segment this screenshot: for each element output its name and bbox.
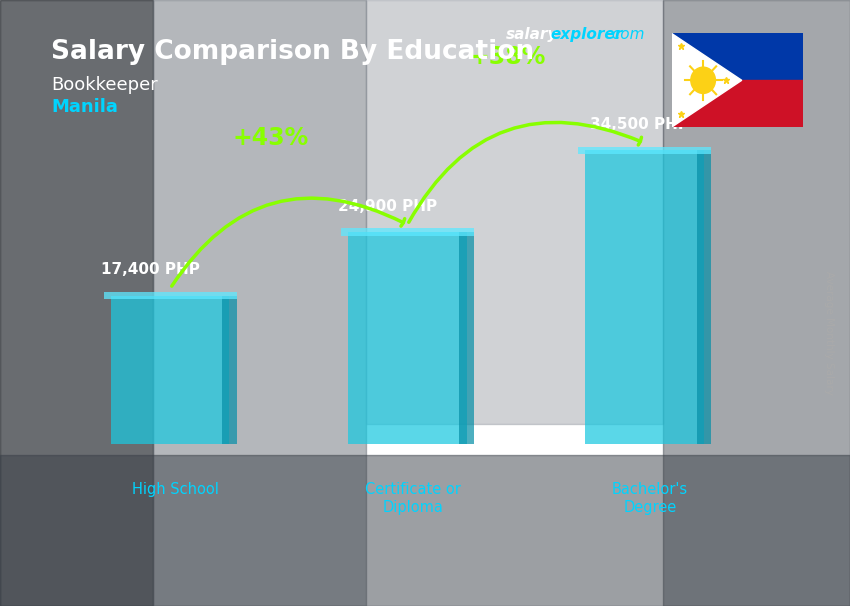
Bar bbox=[110, 296, 230, 444]
Text: Average Monthly Salary: Average Monthly Salary bbox=[824, 271, 834, 395]
Text: explorer: explorer bbox=[551, 27, 623, 42]
Bar bbox=[366, 0, 663, 424]
Bar bbox=[348, 232, 467, 444]
Polygon shape bbox=[672, 33, 742, 127]
Text: +38%: +38% bbox=[469, 45, 546, 68]
Text: Manila: Manila bbox=[51, 98, 118, 116]
Bar bbox=[222, 296, 237, 444]
Text: 24,900 PHP: 24,900 PHP bbox=[338, 199, 437, 214]
Bar bbox=[0, 454, 850, 606]
Text: 34,500 PHP: 34,500 PHP bbox=[590, 117, 689, 132]
Bar bbox=[459, 232, 474, 444]
Bar bbox=[663, 0, 850, 606]
Polygon shape bbox=[672, 33, 803, 80]
Bar bbox=[0, 0, 153, 606]
Text: Bachelor's
Degree: Bachelor's Degree bbox=[612, 482, 689, 514]
Text: +43%: +43% bbox=[232, 126, 309, 150]
Text: Certificate or
Diploma: Certificate or Diploma bbox=[365, 482, 461, 514]
Circle shape bbox=[691, 67, 716, 93]
Polygon shape bbox=[672, 80, 803, 127]
Text: Bookkeeper: Bookkeeper bbox=[51, 76, 158, 94]
Bar bbox=[696, 150, 711, 444]
Text: High School: High School bbox=[133, 482, 219, 498]
Bar bbox=[586, 150, 704, 444]
Text: .com: .com bbox=[607, 27, 644, 42]
Bar bbox=[153, 0, 366, 606]
Text: Salary Comparison By Education: Salary Comparison By Education bbox=[51, 39, 534, 65]
Text: 17,400 PHP: 17,400 PHP bbox=[101, 262, 200, 278]
Bar bbox=[578, 147, 711, 154]
Bar bbox=[104, 292, 237, 299]
Text: salary: salary bbox=[506, 27, 558, 42]
Bar bbox=[341, 228, 474, 236]
